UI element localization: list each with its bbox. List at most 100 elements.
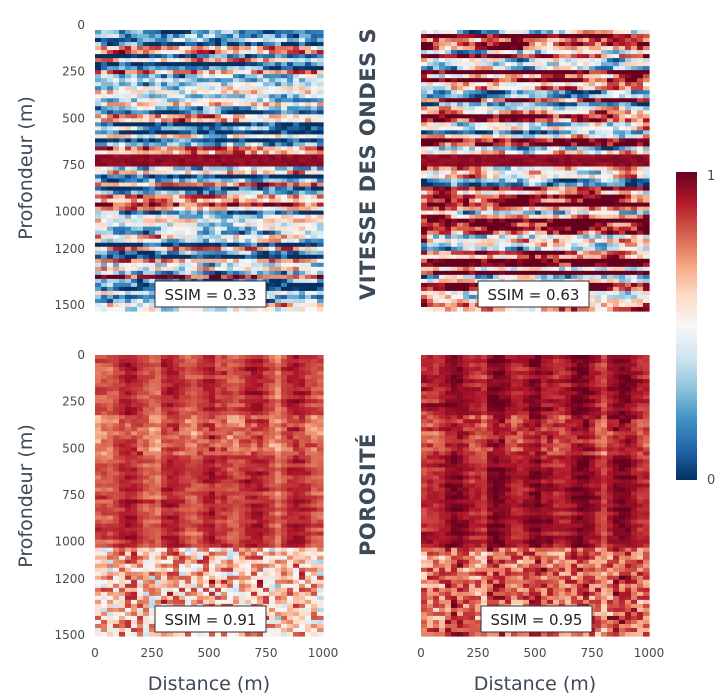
heatmap-cell bbox=[281, 138, 288, 143]
heatmap-cell bbox=[245, 166, 252, 172]
heatmap-cell bbox=[113, 238, 120, 244]
heatmap-cell bbox=[625, 250, 632, 256]
heatmap-cell bbox=[595, 30, 602, 35]
heatmap-cell bbox=[607, 166, 614, 172]
heatmap-cell bbox=[311, 250, 318, 256]
heatmap-cell bbox=[155, 258, 162, 264]
heatmap-cell bbox=[287, 294, 294, 300]
heatmap-cell bbox=[221, 118, 228, 123]
heatmap-cell bbox=[107, 206, 114, 212]
heatmap-cell bbox=[185, 170, 192, 176]
heatmap-cell bbox=[287, 82, 294, 87]
heatmap-cell bbox=[487, 226, 494, 232]
heatmap-cell bbox=[305, 114, 312, 119]
heatmap-cell bbox=[251, 222, 258, 228]
heatmap-cell bbox=[439, 174, 446, 180]
heatmap-cell bbox=[427, 178, 434, 184]
heatmap-cell bbox=[179, 230, 186, 236]
heatmap-cell bbox=[299, 82, 306, 87]
heatmap-cell bbox=[469, 110, 476, 115]
heatmap-cell bbox=[511, 262, 518, 268]
heatmap-cell bbox=[239, 114, 246, 119]
heatmap-cell bbox=[227, 126, 234, 131]
heatmap-cell bbox=[475, 170, 482, 176]
heatmap-cell bbox=[161, 194, 168, 200]
heatmap-cell bbox=[233, 130, 240, 135]
heatmap-cell bbox=[499, 90, 506, 95]
heatmap-cell bbox=[421, 230, 428, 236]
heatmap-cell bbox=[421, 146, 428, 152]
heatmap-cell bbox=[601, 158, 608, 164]
heatmap-cell bbox=[131, 166, 138, 172]
heatmap-cell bbox=[167, 186, 174, 192]
heatmap-cell bbox=[197, 150, 204, 156]
heatmap-cell bbox=[439, 110, 446, 115]
heatmap-cell bbox=[421, 122, 428, 127]
heatmap-cell bbox=[203, 106, 210, 111]
heatmap-cell bbox=[517, 138, 524, 143]
heatmap-cell bbox=[559, 166, 566, 172]
heatmap-cell bbox=[287, 250, 294, 256]
heatmap-cell bbox=[601, 94, 608, 99]
heatmap-cell bbox=[529, 178, 536, 184]
heatmap-cell bbox=[281, 294, 288, 300]
heatmap-cell bbox=[427, 262, 434, 268]
heatmap-cell bbox=[221, 194, 228, 200]
heatmap-cell bbox=[233, 158, 240, 164]
heatmap-cell bbox=[185, 30, 192, 35]
heatmap-cell bbox=[287, 78, 294, 83]
heatmap-cell bbox=[547, 186, 554, 192]
heatmap-cell bbox=[451, 194, 458, 200]
heatmap-cell bbox=[107, 66, 114, 71]
heatmap-cell bbox=[317, 46, 324, 51]
heatmap-cell bbox=[221, 186, 228, 192]
heatmap-cell bbox=[427, 94, 434, 99]
heatmap-cell bbox=[257, 218, 264, 224]
heatmap-cell bbox=[275, 302, 282, 308]
heatmap-cell bbox=[511, 206, 518, 212]
heatmap-cell bbox=[475, 266, 482, 272]
heatmap-cell bbox=[125, 126, 132, 131]
heatmap-cell bbox=[101, 138, 108, 143]
heatmap-cell bbox=[589, 86, 596, 91]
heatmap-cell bbox=[595, 202, 602, 208]
heatmap-cell bbox=[161, 106, 168, 111]
heatmap-cell bbox=[317, 226, 324, 232]
heatmap-cell bbox=[631, 158, 638, 164]
heatmap-cell bbox=[173, 274, 180, 280]
heatmap-cell bbox=[637, 66, 644, 71]
heatmap-cell bbox=[493, 190, 500, 196]
heatmap-cell bbox=[275, 98, 282, 103]
heatmap-cell bbox=[469, 30, 476, 35]
heatmap-cell bbox=[625, 90, 632, 95]
heatmap-cell bbox=[631, 250, 638, 256]
heatmap-cell bbox=[287, 86, 294, 91]
heatmap-cell bbox=[245, 66, 252, 71]
heatmap-cell bbox=[281, 62, 288, 67]
heatmap-cell bbox=[487, 54, 494, 59]
heatmap-cell bbox=[643, 250, 650, 256]
heatmap-cell bbox=[613, 74, 620, 79]
heatmap-cell bbox=[535, 178, 542, 184]
heatmap-cell bbox=[233, 270, 240, 276]
heatmap-cell bbox=[173, 270, 180, 276]
heatmap-cell bbox=[305, 154, 312, 160]
heatmap-cell bbox=[251, 254, 258, 260]
heatmap-cell bbox=[149, 218, 156, 224]
heatmap-cell bbox=[215, 166, 222, 172]
heatmap-cell bbox=[541, 146, 548, 152]
heatmap-cell bbox=[125, 82, 132, 87]
heatmap-cell bbox=[607, 182, 614, 188]
heatmap-cell bbox=[311, 234, 318, 240]
heatmap-cell bbox=[493, 266, 500, 272]
heatmap-cell bbox=[281, 98, 288, 103]
heatmap-cell bbox=[439, 246, 446, 252]
heatmap-cell bbox=[637, 198, 644, 204]
heatmap-cell bbox=[185, 126, 192, 131]
heatmap-cell bbox=[137, 106, 144, 111]
heatmap-cell bbox=[143, 262, 150, 268]
heatmap-cell bbox=[311, 110, 318, 115]
heatmap-cell bbox=[589, 174, 596, 180]
heatmap-cell bbox=[227, 98, 234, 103]
heatmap-cell bbox=[311, 254, 318, 260]
